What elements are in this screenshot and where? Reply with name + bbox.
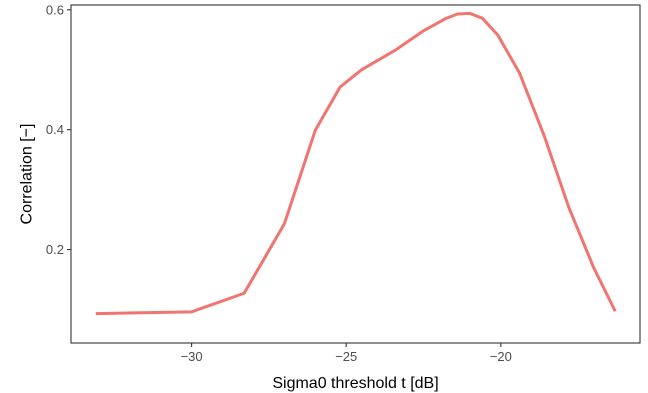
y-axis: 0.2 0.4 0.6 <box>46 2 71 257</box>
x-tick-label: −30 <box>181 349 203 364</box>
y-tick-label: 0.6 <box>46 2 64 17</box>
x-tick-label: −20 <box>490 349 512 364</box>
plot-frame <box>70 4 641 344</box>
series-line-0 <box>95 11 617 316</box>
series-layer <box>95 11 617 316</box>
x-axis: −30 −25 −20 <box>181 343 512 364</box>
y-tick-label: 0.4 <box>46 122 64 137</box>
y-tick-label: 0.2 <box>46 242 64 257</box>
x-axis-title: Sigma0 threshold t [dB] <box>272 375 438 392</box>
y-axis-title: Correlation [−] <box>19 124 36 225</box>
x-tick-label: −25 <box>335 349 357 364</box>
